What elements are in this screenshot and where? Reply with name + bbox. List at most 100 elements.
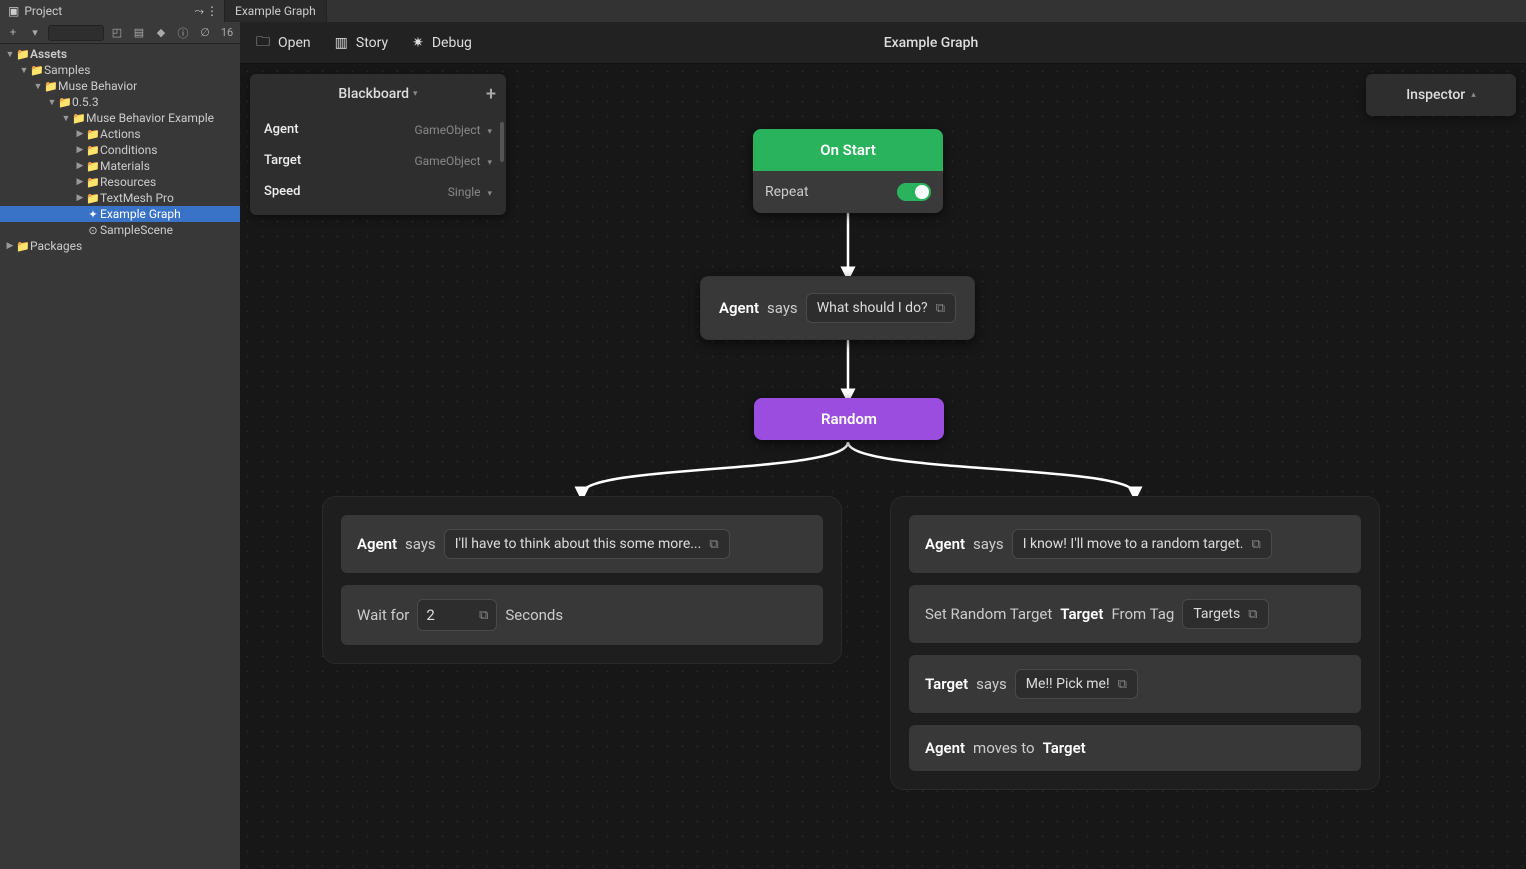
blackboard-add[interactable]: + <box>486 84 496 105</box>
tree-arrow-icon[interactable]: ▶ <box>74 161 86 171</box>
project-tree[interactable]: ▼📁Assets▼📁Samples▼📁Muse Behavior▼📁0.5.3▼… <box>0 44 240 869</box>
says-verb: says <box>976 675 1007 693</box>
tree-item[interactable]: ▶📁Packages <box>0 238 240 254</box>
inspector-panel[interactable]: Inspector ▴ <box>1366 74 1516 116</box>
repeat-toggle[interactable] <box>897 183 931 201</box>
tree-item[interactable]: ▼📁0.5.3 <box>0 94 240 110</box>
tree-arrow-icon[interactable]: ▶ <box>74 145 86 155</box>
tree-type-icon: 📁 <box>58 96 72 109</box>
bb-var-type[interactable]: GameObject ▾ <box>414 154 492 168</box>
add-button[interactable]: + <box>4 25 22 41</box>
tree-label: Samples <box>44 63 90 77</box>
say-text-field[interactable]: I'll have to think about this some more.… <box>444 529 730 559</box>
tree-arrow-icon[interactable]: ▶ <box>74 129 86 139</box>
blackboard-panel: Blackboard ▾ + AgentGameObject ▾TargetGa… <box>250 74 506 215</box>
tree-type-icon: 📁 <box>16 48 30 61</box>
tree-arrow-icon[interactable]: ▼ <box>32 81 44 92</box>
tree-item[interactable]: ▼📁Muse Behavior <box>0 78 240 94</box>
say-text-field[interactable]: What should I do? ⧉ <box>806 293 956 323</box>
link-icon[interactable]: ⧉ <box>1251 537 1260 552</box>
right-row-say2[interactable]: Target says Me!! Pick me! ⧉ <box>909 655 1361 713</box>
tab-project[interactable]: ▣ Project ⤳ ⋮ <box>0 0 225 22</box>
tree-arrow-icon[interactable]: ▼ <box>18 65 30 76</box>
bb-var-type[interactable]: GameObject ▾ <box>414 123 492 137</box>
node-agent-says-1[interactable]: Agent says What should I do? ⧉ <box>700 276 975 340</box>
right-row-say1[interactable]: Agent says I know! I'll move to a random… <box>909 515 1361 573</box>
tree-arrow-icon[interactable]: ▶ <box>4 241 16 251</box>
inspector-label: Inspector <box>1406 87 1465 103</box>
blackboard-variable-row[interactable]: SpeedSingle ▾ <box>250 176 506 207</box>
tree-arrow-icon[interactable]: ▼ <box>60 113 72 124</box>
debug-label: Debug <box>432 35 472 51</box>
tree-item[interactable]: ▼📁Samples <box>0 62 240 78</box>
link-icon[interactable]: ⧉ <box>936 301 945 316</box>
hidden-count: 16 <box>218 25 236 41</box>
bb-var-type[interactable]: Single ▾ <box>448 185 492 199</box>
right-row-settarget[interactable]: Set Random Target Target From Tag Target… <box>909 585 1361 643</box>
agent-var: Agent <box>925 535 965 553</box>
info-icon[interactable]: ⓘ <box>174 25 192 41</box>
link-icon[interactable]: ⧉ <box>1248 607 1257 622</box>
open-button[interactable]: 🗀 Open <box>256 31 311 55</box>
tree-item[interactable]: ▶📁Actions <box>0 126 240 142</box>
label-icon[interactable]: ▤ <box>130 25 148 41</box>
tab-graph-label: Example Graph <box>235 4 316 18</box>
tree-type-icon: 📁 <box>16 240 30 253</box>
chevron-up-icon: ▴ <box>1471 90 1476 100</box>
add-dropdown[interactable]: ▾ <box>26 25 44 41</box>
wait-duration-field[interactable]: 2 ⧉ <box>417 599 497 631</box>
tree-arrow-icon[interactable]: ▶ <box>74 193 86 203</box>
tree-arrow-icon[interactable]: ▼ <box>46 97 58 108</box>
filter-icon[interactable]: ◰ <box>108 25 126 41</box>
say-text-field[interactable]: Me!! Pick me! ⧉ <box>1015 669 1138 699</box>
link-icon[interactable]: ⧉ <box>1118 677 1127 692</box>
tree-item[interactable]: ▼📁Muse Behavior Example <box>0 110 240 126</box>
pin-icon[interactable]: ⤳ <box>194 4 204 19</box>
agent-var: Agent <box>357 535 397 553</box>
story-button[interactable]: ▥ Story <box>335 35 388 51</box>
project-search[interactable] <box>48 25 104 41</box>
tree-item[interactable]: ▶📁Resources <box>0 174 240 190</box>
tree-item[interactable]: ▼📁Assets <box>0 46 240 62</box>
tree-label: Example Graph <box>100 207 181 221</box>
tree-item[interactable]: ▶📁Materials <box>0 158 240 174</box>
node-random[interactable]: Random <box>754 398 944 440</box>
tree-label: Resources <box>100 175 156 189</box>
bb-var-name: Agent <box>264 122 299 137</box>
tree-label: Muse Behavior <box>58 79 137 93</box>
agent-var: Agent <box>719 299 759 317</box>
blackboard-variable-row[interactable]: Agent GameObject ▾ <box>250 114 506 145</box>
blackboard-scrollbar[interactable] <box>500 122 504 162</box>
tree-arrow-icon[interactable]: ▼ <box>4 49 16 60</box>
from-tag: From Tag <box>1111 605 1174 623</box>
node-sequence-left[interactable]: Agent says I'll have to think about this… <box>322 496 842 664</box>
tab-menu-icon[interactable]: ⋮ <box>206 4 218 18</box>
left-row-say[interactable]: Agent says I'll have to think about this… <box>341 515 823 573</box>
link-icon[interactable]: ⧉ <box>709 537 718 552</box>
node-sequence-right[interactable]: Agent says I know! I'll move to a random… <box>890 496 1380 790</box>
graph-canvas[interactable]: Blackboard ▾ + AgentGameObject ▾TargetGa… <box>240 64 1526 869</box>
right-row-moveto[interactable]: Agent moves to Target <box>909 725 1361 771</box>
say-text-field[interactable]: I know! I'll move to a random target. ⧉ <box>1012 529 1272 559</box>
hidden-icon[interactable]: ∅ <box>196 25 214 41</box>
folder-open-icon: 🗀 <box>256 31 270 55</box>
tree-item[interactable]: ✦Example Graph <box>0 206 240 222</box>
tree-arrow-icon[interactable]: ▶ <box>74 177 86 187</box>
tree-item[interactable]: ▶📁TextMesh Pro <box>0 190 240 206</box>
random-title: Random <box>821 410 877 428</box>
blackboard-variable-row[interactable]: TargetGameObject ▾ <box>250 145 506 176</box>
tab-graph[interactable]: Example Graph <box>225 0 327 22</box>
top-tabs: ▣ Project ⤳ ⋮ Example Graph <box>0 0 1526 22</box>
debug-button[interactable]: ✷ Debug <box>412 35 472 51</box>
blackboard-header[interactable]: Blackboard ▾ + <box>250 74 506 114</box>
node-on-start[interactable]: On Start Repeat <box>753 129 943 213</box>
left-row-wait[interactable]: Wait for 2 ⧉ Seconds <box>341 585 823 645</box>
tree-label: Packages <box>30 239 82 253</box>
chevron-down-icon: ▾ <box>487 189 492 199</box>
tree-label: 0.5.3 <box>72 95 99 109</box>
tree-item[interactable]: ▶📁Conditions <box>0 142 240 158</box>
tag-field[interactable]: Targets ⧉ <box>1182 599 1268 629</box>
star-icon[interactable]: ◆ <box>152 25 170 41</box>
link-icon[interactable]: ⧉ <box>479 608 488 623</box>
tree-item[interactable]: ⊙SampleScene <box>0 222 240 238</box>
